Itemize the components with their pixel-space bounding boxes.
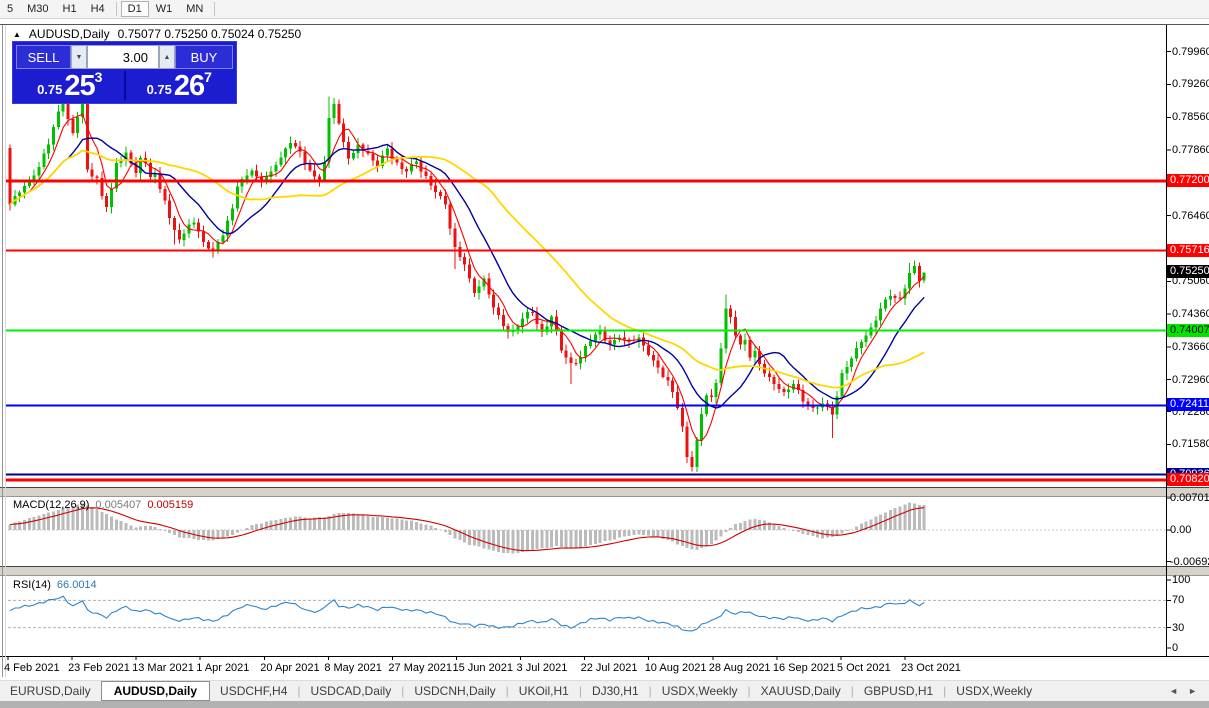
volume-decrease-button[interactable]: ▼ [71, 45, 87, 69]
timeframe-button-mn[interactable]: MN [186, 3, 204, 15]
chart-tab-usdx-weekly[interactable]: USDX,Weekly [661, 684, 738, 698]
macd-signal-value: 0.005159 [147, 499, 194, 511]
rsi-name: RSI(14) [13, 579, 51, 591]
timeframe-button-h1[interactable]: H1 [62, 3, 77, 15]
tab-separator: | [505, 684, 509, 698]
toolbar-divider [115, 2, 117, 16]
sell-price-display[interactable]: 0.75 25 3 [16, 69, 124, 102]
timeframe-toolbar: 5 M30 H1 H4 D1 W1 MN [0, 0, 1209, 19]
sell-price-main: 25 [64, 70, 95, 102]
chart-tab-dj30-h1[interactable]: DJ30,H1 [591, 684, 639, 698]
timeframe-button-w1[interactable]: W1 [155, 3, 173, 15]
toolbar-divider [214, 2, 216, 16]
macd-name: MACD(12,26,9) [13, 499, 90, 511]
chart-tab-gbpusd-h1[interactable]: GBPUSD,H1 [863, 684, 934, 698]
chart-symbol-label: AUDUSD,Daily [28, 27, 110, 41]
tab-scroll-left-icon[interactable]: ◄ [1169, 686, 1179, 696]
axis-ticks [7, 51, 1171, 660]
macd-signal-line [9, 507, 925, 552]
one-click-trading-panel: SELL ▼ 3.00 ▲ BUY 0.75 25 3 0.75 26 7 [12, 41, 237, 104]
symbol-tab-bar: EURUSD,Daily AUDUSD,Daily USDCHF,H4 | USDCAD… [0, 680, 1209, 701]
tab-scroll-right-icon[interactable]: ► [1188, 686, 1197, 696]
macd-main-value: 0.005407 [95, 499, 142, 511]
sell-button[interactable]: SELL [16, 45, 71, 69]
chart-title: ▲ AUDUSD,Daily 0.75077 0.75250 0.75024 0… [13, 27, 301, 41]
horizontal-levels [6, 179, 1166, 482]
rsi-value: 66.0014 [56, 579, 97, 591]
tab-separator: | [297, 684, 301, 698]
timeframe-button-m30[interactable]: M30 [27, 3, 49, 15]
ma-13-line [9, 137, 925, 409]
buy-price-display[interactable]: 0.75 26 7 [123, 69, 234, 102]
chart-tab-eurusd-daily[interactable]: EURUSD,Daily [10, 684, 91, 698]
buy-price-main: 26 [173, 70, 205, 102]
timeframe-button-d1[interactable]: D1 [120, 1, 149, 17]
tab-separator: | [747, 684, 751, 698]
spin-down-icon: ▼ [75, 53, 83, 61]
tab-separator: | [578, 684, 582, 698]
spin-up-icon: ▲ [163, 53, 171, 61]
timeframe-button-5[interactable]: 5 [7, 3, 14, 15]
tab-bar-bottom-strip [0, 701, 1209, 708]
volume-increase-button[interactable]: ▲ [159, 45, 175, 69]
chart-tab-usdcad-daily[interactable]: USDCAD,Daily [310, 684, 392, 698]
tab-separator: | [401, 684, 405, 698]
chart-tab-xauusd-daily[interactable]: XAUUSD,Daily [760, 684, 841, 698]
chart-tab-usdcnh-daily[interactable]: USDCNH,Daily [414, 684, 496, 698]
tab-separator: | [850, 684, 854, 698]
buy-price-pip: 7 [204, 69, 212, 85]
ma-34-line [9, 149, 925, 389]
tab-separator: | [943, 684, 947, 698]
timeframe-button-h4[interactable]: H4 [90, 3, 105, 15]
pane-separator [0, 488, 1209, 496]
ma-5-line [9, 113, 925, 442]
rsi-indicator-label: RSI(14) 66.0014 [13, 579, 97, 591]
tab-scroll-arrows: ◄ ► [1169, 686, 1197, 696]
sell-price-prefix: 0.75 [37, 82, 63, 97]
sell-price-pip: 3 [94, 69, 103, 85]
pane-separator [0, 567, 1209, 575]
chart-ohlc-values: 0.75077 0.75250 0.75024 0.75250 [117, 27, 302, 41]
pane-borders [0, 24, 1209, 677]
tab-separator: | [648, 684, 652, 698]
chart-tab-audusd-daily[interactable]: AUDUSD,Daily [100, 681, 211, 701]
panel-collapse-icon[interactable]: ▲ [13, 29, 21, 39]
chart-tab-usdchf-h4[interactable]: USDCHF,H4 [220, 684, 288, 698]
chart-tab-ukoil-h1[interactable]: UKOil,H1 [518, 684, 569, 698]
candlestick-series [8, 94, 926, 473]
rsi-line [9, 595, 925, 632]
buy-button[interactable]: BUY [175, 45, 233, 69]
chart-area[interactable] [0, 24, 1209, 677]
chart-tab-usdx-weekly[interactable]: USDX,Weekly [956, 684, 1033, 698]
buy-price-prefix: 0.75 [146, 82, 172, 97]
macd-indicator-label: MACD(12,26,9) 0.005407 0.005159 [13, 499, 193, 511]
volume-input[interactable]: 3.00 [87, 45, 159, 69]
